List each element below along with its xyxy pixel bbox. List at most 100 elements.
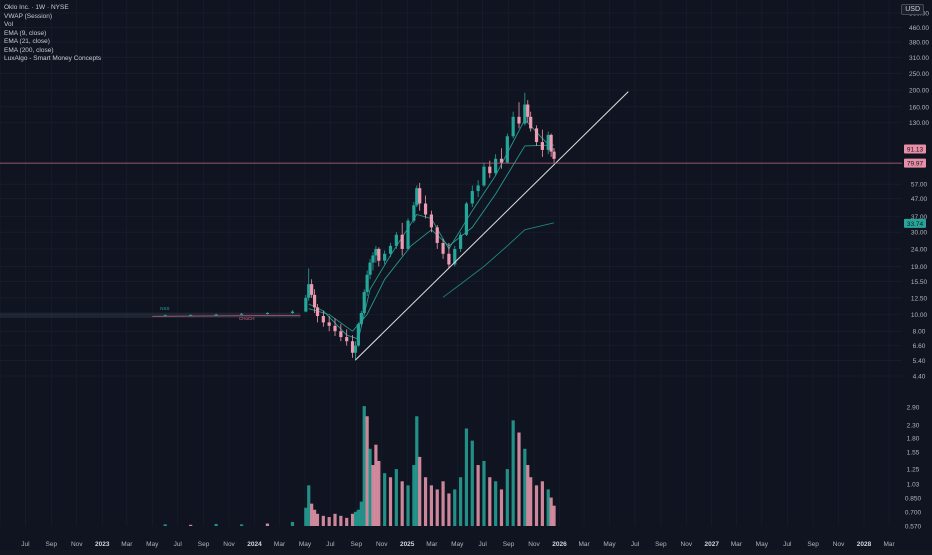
time-tick-label: May xyxy=(451,541,464,548)
time-tick-label: Sep xyxy=(198,541,210,548)
candle-body xyxy=(400,234,404,249)
indicator-ema-200[interactable]: EMA (200, close) xyxy=(4,46,54,54)
time-tick-label: Nov xyxy=(528,541,540,548)
time-tick-label: Jul xyxy=(174,541,183,548)
time-tick-label: Mar xyxy=(578,541,590,548)
candle-body xyxy=(540,142,544,150)
ema-9-line xyxy=(308,118,555,340)
time-tick-label: 2026 xyxy=(552,541,567,548)
price-tick-label: 12.50 xyxy=(911,295,928,302)
candle-body xyxy=(447,253,451,265)
volume-bar xyxy=(362,406,366,526)
price-tag-label: 33.74 xyxy=(907,221,924,228)
time-tick-label: 2023 xyxy=(95,541,110,548)
price-tick-label: 57.00 xyxy=(911,182,928,189)
candle-body xyxy=(163,315,167,317)
candle-body xyxy=(415,188,419,206)
volume-tick-label: 2.30 xyxy=(907,423,920,430)
candle-body xyxy=(505,136,509,163)
candle-body xyxy=(423,203,428,215)
time-tick-label: Mar xyxy=(426,541,438,548)
volume-bar xyxy=(356,509,360,526)
volume-bar xyxy=(494,481,498,526)
volume-bar xyxy=(552,505,556,526)
volume-bar xyxy=(290,521,295,526)
volume-bar xyxy=(333,513,337,526)
price-tag xyxy=(904,218,926,228)
price-tag xyxy=(904,144,926,154)
candle-body xyxy=(418,188,422,204)
candle-body xyxy=(494,158,498,174)
volume-bar xyxy=(304,507,308,526)
volume-bars xyxy=(163,406,556,526)
candle-body xyxy=(488,166,492,174)
candle-body xyxy=(534,128,539,143)
volume-bar xyxy=(418,456,422,526)
volume-bar xyxy=(394,469,398,526)
volume-bar xyxy=(265,523,270,526)
indicator-smc[interactable]: LuxAlgo - Smart Money Concepts xyxy=(4,55,102,62)
candle-body xyxy=(307,284,311,298)
candle-body xyxy=(371,255,375,263)
volume-bar xyxy=(412,465,416,526)
volume-bar xyxy=(365,416,369,526)
indicator-vol[interactable]: Vol xyxy=(4,21,14,28)
volume-bar xyxy=(511,420,515,526)
volume-bar xyxy=(476,465,480,526)
volume-bar xyxy=(505,469,509,526)
volume-bar xyxy=(482,460,486,526)
price-axis: 560.00460.00380.00310.00250.00200.00160.… xyxy=(905,11,929,531)
price-tick-label: 19.00 xyxy=(911,264,928,271)
price-tick-label: 130.00 xyxy=(909,120,929,127)
price-tick-label: 160.00 xyxy=(909,104,929,111)
time-tick-label: Jul xyxy=(21,541,30,548)
time-tick-label: Nov xyxy=(681,541,693,548)
candle-body xyxy=(377,248,381,261)
candle-body xyxy=(189,314,193,316)
volume-bar xyxy=(388,477,393,526)
symbol-label[interactable]: Oklo Inc. · 1W · NYSE xyxy=(4,4,69,11)
volume-bar xyxy=(377,460,381,526)
volume-bar xyxy=(470,440,474,526)
candle-body xyxy=(356,324,360,346)
volume-bar xyxy=(453,489,457,526)
indicator-vwap[interactable]: VWAP (Session) xyxy=(4,12,53,20)
volume-bar xyxy=(368,448,372,526)
volume-bar xyxy=(312,509,317,526)
indicator-ema-9[interactable]: EMA (9, close) xyxy=(4,29,47,37)
candle-body xyxy=(453,248,457,265)
time-tick-label: Jul xyxy=(479,541,488,548)
price-tick-label: 10.00 xyxy=(911,312,928,319)
time-tick-label: May xyxy=(146,541,159,548)
time-tick-label: 2024 xyxy=(247,541,262,548)
candle-body xyxy=(321,316,325,323)
candle-body xyxy=(441,242,445,254)
candle-body xyxy=(304,297,308,312)
volume-bar xyxy=(529,477,533,526)
candle-body xyxy=(350,341,355,353)
candle-body xyxy=(499,158,504,163)
price-tick-label: 310.00 xyxy=(909,55,929,62)
candle-body xyxy=(388,245,393,254)
zone-label: NSS xyxy=(160,306,169,311)
candle-body xyxy=(511,116,515,137)
ema-21-line xyxy=(308,144,555,332)
currency-button[interactable]: USD xyxy=(901,4,924,15)
zone-label: CHoCH xyxy=(239,316,255,321)
candle-body xyxy=(333,325,337,332)
volume-tick-label: 1.25 xyxy=(907,467,920,474)
candle-body xyxy=(383,253,387,261)
volume-bar xyxy=(464,428,469,526)
volume-bar xyxy=(353,511,358,526)
volume-bar xyxy=(383,473,387,526)
indicator-ema-21[interactable]: EMA (21, close) xyxy=(4,38,50,45)
candles xyxy=(163,92,556,361)
volume-bar xyxy=(415,416,419,526)
candle-body xyxy=(529,116,533,129)
trendline xyxy=(355,91,629,361)
candle-body xyxy=(464,203,469,235)
time-tick-label: Mar xyxy=(121,541,133,548)
price-tick-label: 200.00 xyxy=(909,88,929,95)
